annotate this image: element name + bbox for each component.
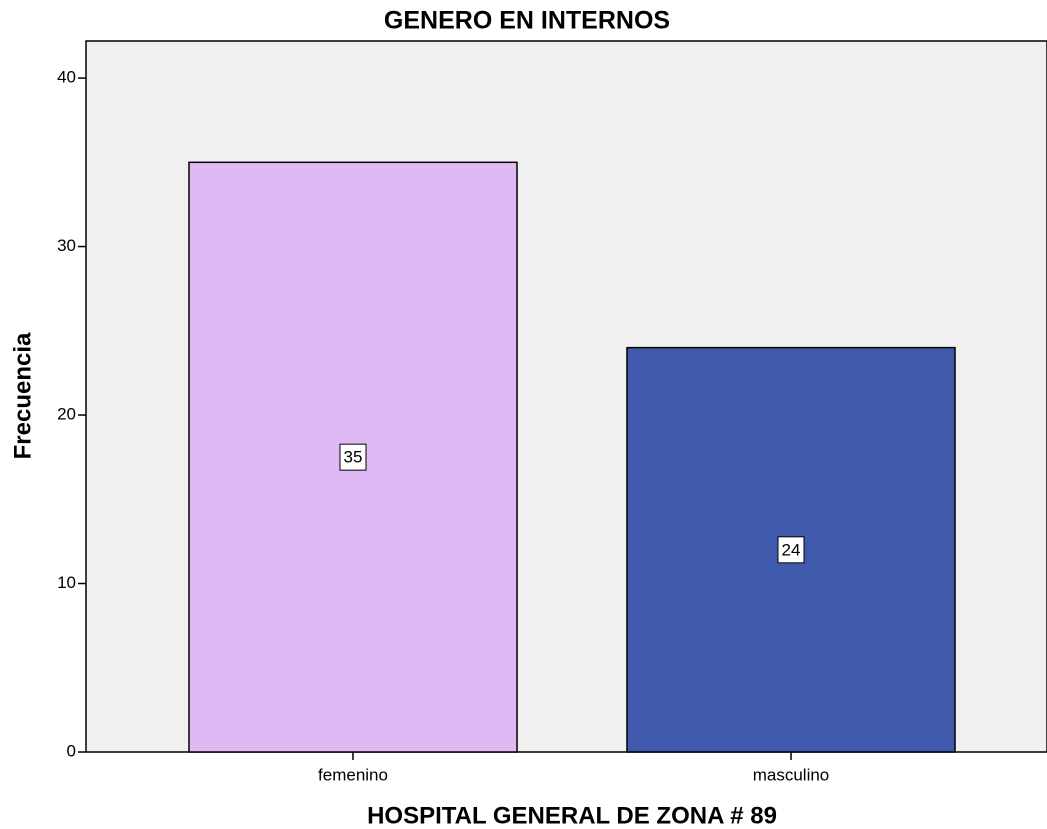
chart-title: GENERO EN INTERNOS — [384, 7, 670, 35]
y-tick-label: 0 — [67, 741, 76, 760]
y-axis-title: Frecuencia — [9, 332, 36, 459]
value-label-box — [777, 536, 805, 564]
value-label: 35 — [344, 448, 363, 467]
x-tick-label: femenino — [318, 765, 388, 784]
y-tick-label: 40 — [57, 68, 76, 87]
y-tick-label: 10 — [57, 573, 76, 592]
value-label: 24 — [782, 540, 801, 559]
x-axis-title: HOSPITAL GENERAL DE ZONA # 89 — [367, 802, 777, 829]
y-tick-label: 20 — [57, 405, 76, 424]
y-tick-label: 30 — [57, 236, 76, 255]
value-label-box — [339, 443, 367, 471]
x-tick-label: masculino — [753, 765, 830, 784]
